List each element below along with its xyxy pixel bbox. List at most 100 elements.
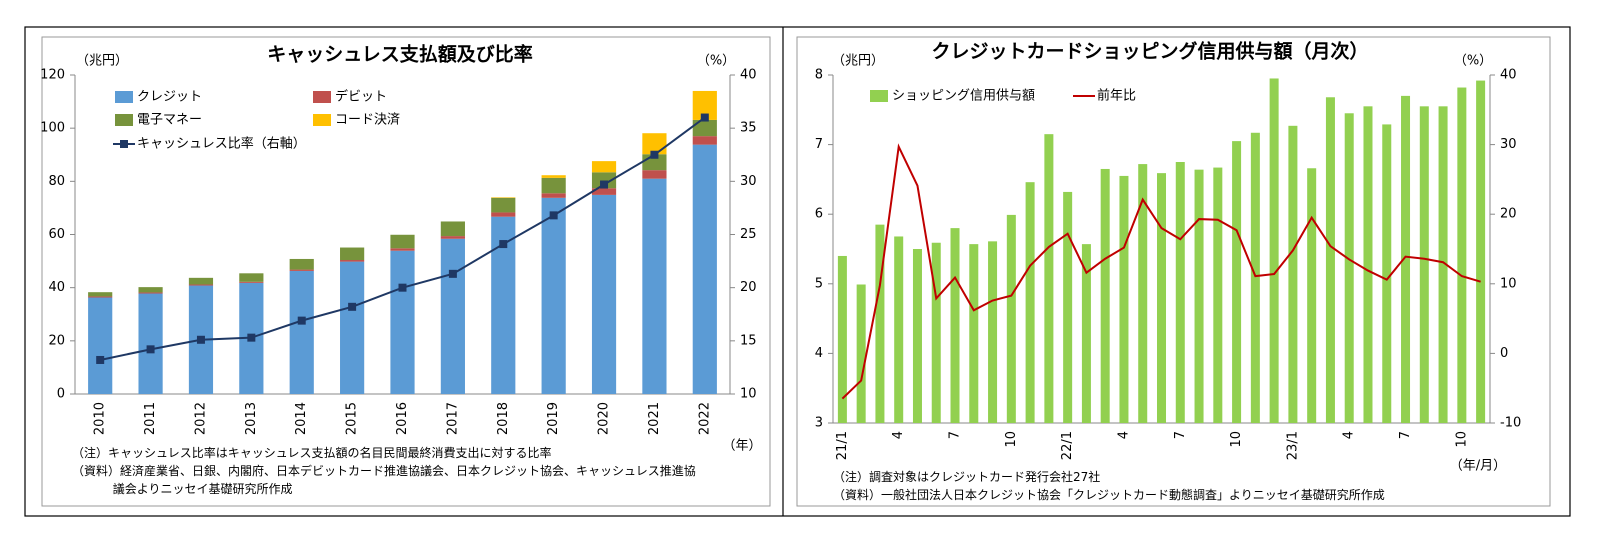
y-tick-label: 6 [815, 207, 823, 222]
note: （資料）経済産業省、日銀、内閣府、日本デビットカード推進協議会、日本クレジット協… [72, 464, 696, 496]
bar [950, 228, 960, 423]
bar [440, 221, 465, 237]
y-tick-label: 60 [48, 227, 65, 242]
x-tick-label: 4 [1116, 431, 1131, 439]
y-tick-label: 5 [815, 276, 823, 291]
bar [1044, 134, 1054, 423]
legend-label: キャッシュレス比率（右軸） [137, 136, 306, 152]
bar [541, 177, 566, 194]
bar [1119, 175, 1129, 423]
y2-tick-label: 15 [740, 333, 757, 348]
bar [491, 197, 516, 213]
bar [390, 250, 415, 394]
bar [1457, 87, 1467, 423]
y2-axis-unit: （%） [697, 54, 735, 69]
bar [138, 287, 163, 293]
x-tick-label: 2014 [294, 402, 309, 435]
y2-axis-unit: （%） [1454, 54, 1492, 69]
legend-label: コード決済 [335, 112, 400, 128]
bar [88, 296, 113, 298]
y-tick-label: 20 [48, 333, 65, 348]
bar [491, 197, 516, 198]
marker [700, 113, 709, 122]
y2-tick-label: 20 [740, 280, 757, 295]
bar [692, 136, 717, 145]
notes: （注）調査対象はクレジットカード発行会社27社 （資料）一般社団法人日本クレジット… [833, 468, 1513, 504]
bar [591, 172, 617, 189]
bar [931, 242, 941, 423]
legend-label: ショッピング信用供与額 [892, 89, 1035, 104]
bar [1025, 182, 1035, 423]
bar [390, 248, 415, 251]
bar [642, 133, 667, 155]
bar [1288, 125, 1298, 424]
legend-label: 前年比 [1097, 88, 1136, 104]
y-tick-label: 100 [40, 121, 65, 136]
marker [600, 180, 609, 189]
bar [541, 197, 566, 394]
bar [837, 255, 847, 423]
bar [88, 292, 113, 297]
bar [289, 258, 314, 270]
bar [1006, 214, 1016, 423]
bar [642, 178, 667, 394]
y-tick-label: 7 [815, 137, 823, 152]
legend-swatch [115, 91, 133, 103]
bar [1438, 106, 1448, 423]
legend-label: クレジット [137, 90, 202, 105]
marker [297, 316, 306, 325]
y-tick-label: 4 [815, 346, 823, 361]
bar [912, 249, 922, 423]
bar [1213, 167, 1223, 423]
y-tick-label: 40 [48, 280, 65, 295]
chart-title: クレジットカードショッピング信用供与額（月次） [931, 40, 1368, 63]
x-tick-label: 2011 [143, 402, 158, 435]
bar [491, 212, 516, 217]
y2-tick-label: 40 [740, 68, 757, 83]
bar [1175, 162, 1185, 423]
x-tick-label: 21/1 [835, 431, 850, 460]
bar [1232, 141, 1242, 423]
bar [188, 277, 214, 285]
chart-frame [41, 36, 771, 507]
marker [146, 345, 155, 354]
bar [1363, 106, 1373, 423]
marker [348, 302, 357, 311]
x-tick-label: 2022 [697, 402, 712, 435]
x-tick-label: 2013 [244, 402, 259, 435]
marker [96, 355, 105, 364]
marker [196, 335, 205, 344]
bar [88, 297, 113, 394]
y-tick-label: 0 [57, 387, 65, 402]
x-tick-label: 2019 [546, 402, 561, 435]
bar [1250, 132, 1260, 423]
x-tick-label: 2017 [445, 402, 460, 435]
bar [1081, 244, 1091, 423]
marker [398, 283, 407, 292]
bar [1063, 191, 1073, 423]
x-tick-label: 2020 [597, 402, 612, 435]
x-tick-label: 7 [1398, 431, 1413, 439]
bar [692, 119, 717, 137]
marker [650, 150, 659, 159]
y-tick-label: 8 [815, 68, 823, 83]
bar [138, 292, 163, 294]
bar [340, 260, 365, 262]
y2-tick-label: 25 [740, 227, 757, 242]
bar [1100, 168, 1110, 423]
bar [541, 175, 566, 178]
bar [988, 241, 998, 423]
x-tick-label: 7 [1173, 431, 1188, 439]
x-tick-label: 2012 [193, 402, 208, 435]
y2-tick-label: -10 [1500, 416, 1521, 431]
x-tick-label: 10 [1454, 431, 1469, 448]
y2-tick-label: 40 [1500, 68, 1517, 83]
marker [247, 333, 256, 342]
bar [1194, 169, 1204, 423]
bar [239, 273, 264, 282]
legend-swatch [313, 114, 331, 126]
notes: （注）キャッシュレス比率はキャッシュレス支払額の名目民間最終消費支出に対する比率… [72, 444, 702, 498]
x-tick-label: 7 [948, 431, 963, 439]
x-tick-label: 2010 [93, 402, 108, 435]
